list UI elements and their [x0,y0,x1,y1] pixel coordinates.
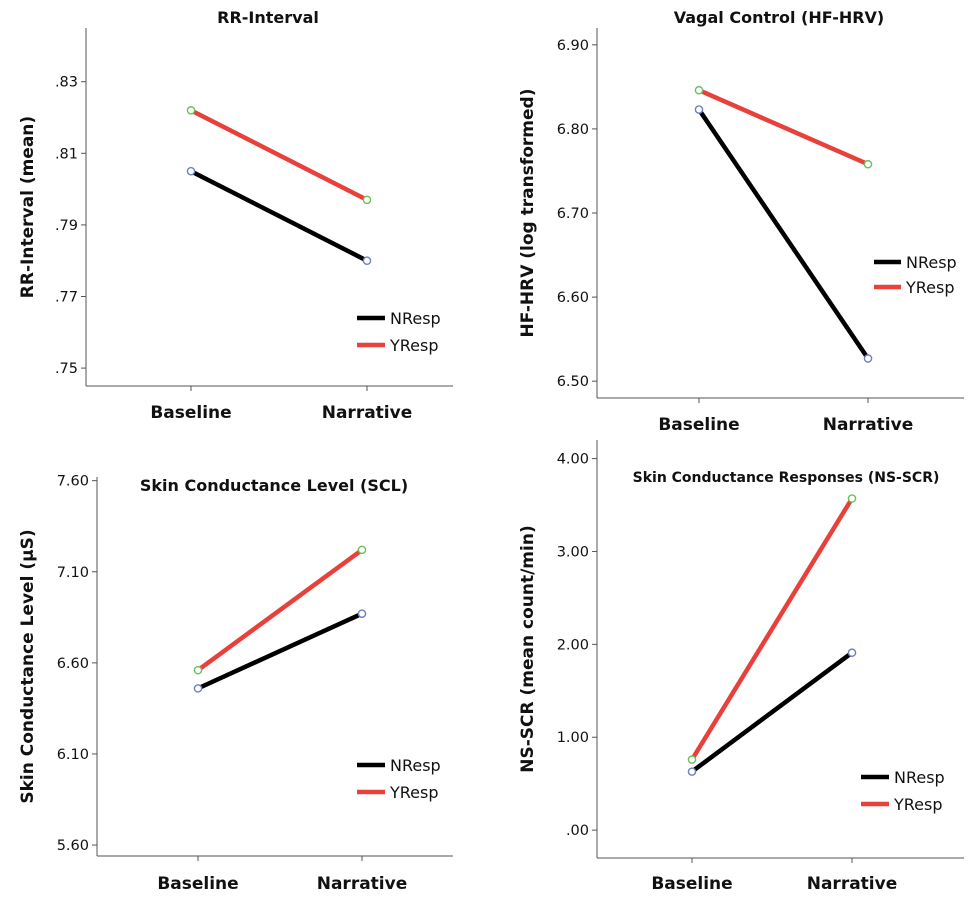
data-point-yresp [863,159,873,169]
series-line-nresp [696,107,871,361]
y-tick-label: .81 [55,146,78,162]
data-point-nresp [357,609,367,618]
y-tick-label: 6.60 [557,290,589,306]
legend-label-nresp: NResp [390,756,441,775]
series-line-yresp [195,547,365,673]
chart-title: Skin Conductance Level (SCL) [140,476,408,495]
legend-label-yresp: YResp [389,783,439,802]
legend-label-nresp: NResp [894,768,945,787]
y-tick-label: 6.70 [557,206,589,222]
legend-label-yresp: YResp [893,795,943,814]
y-axis-label: HF-HRV (log transformed) [518,89,538,338]
legend-label-nresp: NResp [390,309,441,328]
series-line-yresp [689,496,855,762]
data-point-nresp [847,648,857,658]
legend-label-yresp: YResp [905,278,955,297]
data-point-nresp [362,256,372,266]
y-axis-label: NS-SCR (mean count/min) [518,525,538,772]
y-tick-label: 6.50 [557,374,589,390]
x-tick-label: Narrative [317,874,408,894]
x-tick-label: Baseline [651,874,732,894]
data-point-nresp [186,166,196,176]
chart-panel-2: Vagal Control (HF-HRV) 6.50 6.60 6.70 6.80 6.… [518,8,964,435]
series-line-nresp [188,168,370,263]
x-tick-label: Baseline [150,403,231,423]
data-point-yresp [186,106,196,115]
data-point-yresp [362,195,372,205]
data-point-nresp [687,767,697,776]
y-tick-label: 6.90 [557,38,589,54]
chart-title: Skin Conductance Responses (NS-SCR) [633,470,940,486]
x-tick-label: Baseline [658,415,739,435]
data-point-yresp [357,545,367,555]
y-tick-label: 2.00 [557,637,589,653]
legend: NResp YResp [357,756,441,802]
y-tick-label: 4.00 [557,452,589,468]
series-line-nresp [689,650,855,774]
legend: NResp YResp [861,768,945,814]
data-point-yresp [694,85,704,95]
y-tick-label: 5.60 [57,838,89,854]
legend: NResp YResp [874,253,957,297]
y-tick-label: 6.80 [557,122,589,138]
y-tick-label: .75 [55,361,78,377]
y-tick-label: .00 [566,823,589,839]
y-tick-label: .79 [55,218,78,234]
chart-panel-1: RR-Interval .75 .77 .79 .81 .83 Baseline Narrat… [18,8,453,423]
y-axis-label: Skin Conductance Level (μS) [18,529,38,803]
x-tick-label: Narrative [807,874,898,894]
data-point-nresp [863,354,873,363]
data-point-yresp [847,494,857,503]
y-tick-label: 7.60 [57,474,89,490]
legend: NResp YResp [357,309,441,355]
y-tick-label: 6.10 [57,747,89,763]
y-tick-label: .77 [55,290,78,306]
legend-label-nresp: NResp [906,253,957,272]
chart-title: RR-Interval [217,8,319,27]
y-tick-label: .83 [55,75,78,91]
data-point-nresp [193,684,203,693]
chart-panel-4: Skin Conductance Responses (NS-SCR) .00 1.… [518,440,964,894]
series-line-yresp [188,108,370,203]
y-tick-label: 1.00 [557,730,589,746]
y-tick-label: 7.10 [57,565,89,581]
x-tick-label: Narrative [823,415,914,435]
y-tick-label: 6.60 [57,656,89,672]
series-line-yresp [696,87,871,167]
x-tick-label: Baseline [157,874,238,894]
data-point-yresp [687,755,697,764]
x-tick-label: Narrative [322,403,413,423]
chart-title: Vagal Control (HF-HRV) [674,8,885,27]
series-line-nresp [195,611,365,691]
chart-panel-3: Skin Conductance Level (SCL) 5.60 6.10 6.60… [18,474,453,894]
data-point-yresp [193,665,203,675]
y-tick-label: 3.00 [557,544,589,560]
data-point-nresp [694,105,704,114]
legend-label-yresp: YResp [389,336,439,355]
y-axis-label: RR-Interval (mean) [18,116,38,298]
